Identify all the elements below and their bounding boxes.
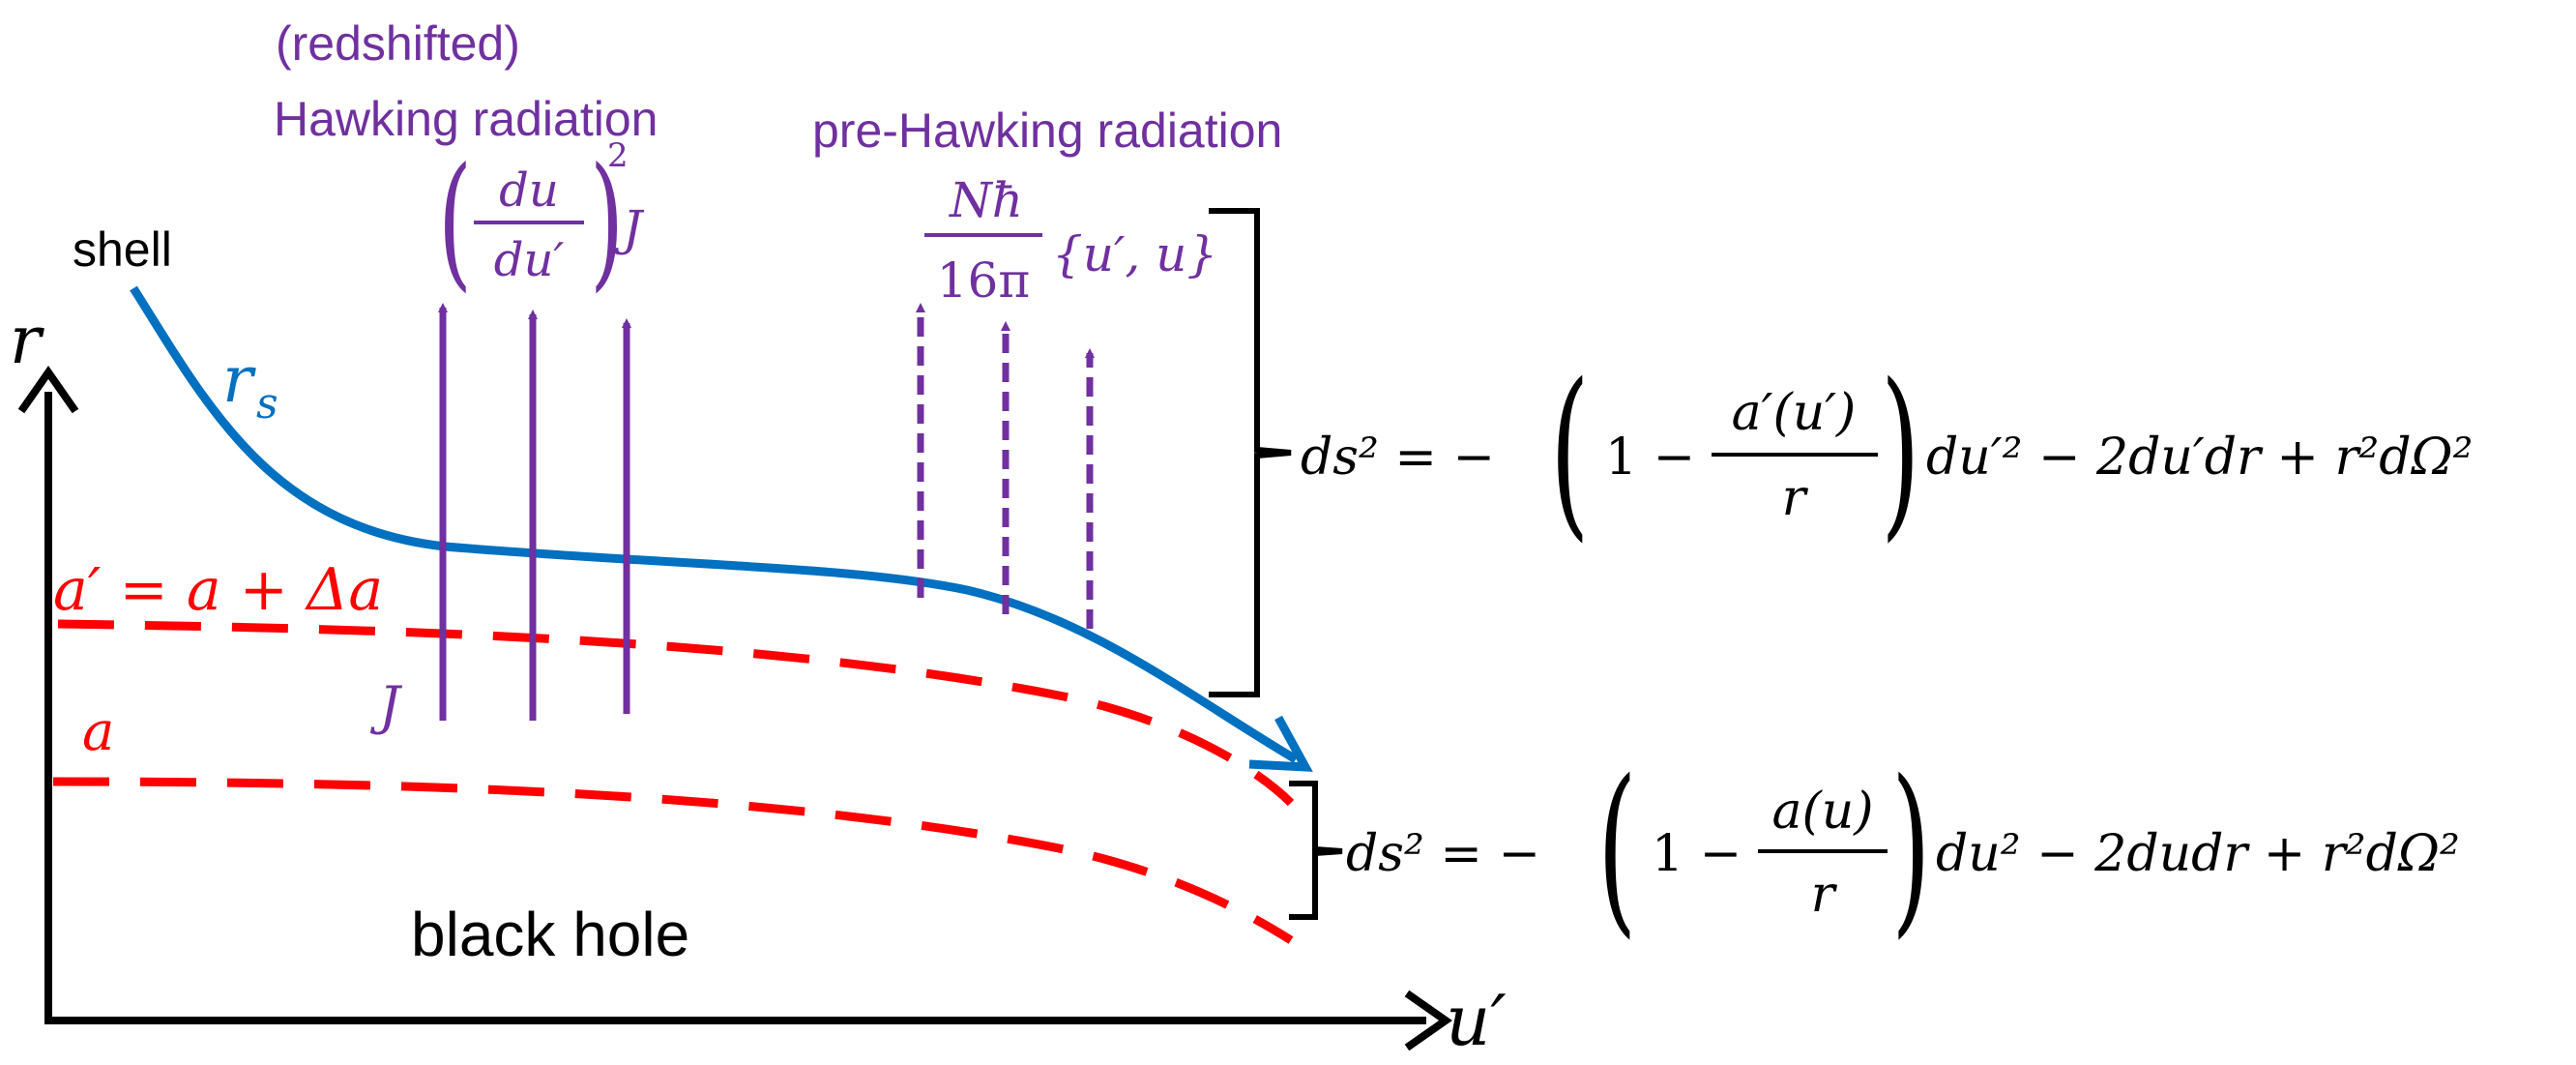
ingoing-flux-J-label: J [369,675,403,736]
inner-metric-equation: ds² = − ( 1 − a(u) r ) du² − 2dudr + r²d… [1346,742,2460,956]
shell-radius-subscript: s [256,379,278,429]
inner-metric-one-minus: 1 − [1652,825,1742,883]
inner-metric-numerator: a(u) [1771,783,1873,841]
shell-trajectory-arrowhead [1248,715,1313,772]
pre-hawking-numerator: Nħ [949,172,1023,228]
pre-hawking-radiation-arrows [916,303,1095,629]
outer-metric-right-paren: ) [1881,345,1920,559]
hawking-radiation-arrows [438,303,631,721]
outer-metric-numerator: a′(u′) [1732,384,1857,442]
inner-metric-lhs: ds² = − [1346,825,1540,883]
pre-hawking-radiation-label: pre-Hawking radiation [812,104,1282,158]
pre-hawking-schwarzian-bracket: {u′, u} [1052,226,1217,282]
r-axis-arrowhead [17,366,79,414]
inner-metric-right-paren: ) [1891,742,1931,956]
outer-metric-equation: ds² = − ( 1 − a′(u′) r ) du′² − 2du′dr +… [1301,345,2473,559]
hawking-formula-numerator: du [499,163,559,218]
inner-metric-denominator: r [1811,866,1838,924]
inner-metric-left-paren: ( [1597,742,1637,956]
outer-region-brace [1209,208,1292,697]
a-horizon-curve [52,777,1294,944]
hawking-formula-left-paren: ( [438,137,472,307]
shell-radius-r: r [222,342,256,417]
hawking-formula-exponent: 2 [607,136,629,175]
hawking-flux-formula: ( du du′ ) 2 J [438,136,645,306]
pre-hawking-denominator: 16π [937,252,1030,309]
hawking-radiation-label: Hawking radiation [274,92,658,146]
a-prime-horizon-curve [57,619,1295,807]
inner-region-brace [1289,781,1343,920]
u-prime-axis-label: u′ [1446,980,1507,1061]
outer-metric-denominator: r [1782,469,1809,527]
hawking-formula-denominator: du′ [494,233,565,287]
shell-label: shell [73,222,172,277]
shell-trajectory-curve [130,285,1299,763]
u-prime-axis-arrowhead [1404,990,1452,1051]
shell-radius-label: r s [222,342,278,429]
inner-metric-rhs: du² − 2dudr + r²dΩ² [1936,825,2460,883]
outer-metric-one-minus: 1 − [1605,429,1695,487]
redshifted-label: (redshifted) [276,16,520,71]
hawking-formula-right-paren: ) [590,137,624,307]
axes [17,366,1452,1051]
pre-hawking-flux-formula: Nħ 16π {u′, u} [924,172,1217,309]
a-horizon-label: a [82,700,114,763]
a-prime-equation-label: a′ = a + Δa [53,556,383,624]
outer-metric-left-paren: ( [1550,345,1590,559]
black-hole-label: black hole [411,900,689,969]
outer-metric-rhs: du′² − 2du′dr + r²dΩ² [1926,429,2473,487]
outer-metric-lhs: ds² = − [1301,429,1495,487]
r-axis-label: r [10,303,44,379]
